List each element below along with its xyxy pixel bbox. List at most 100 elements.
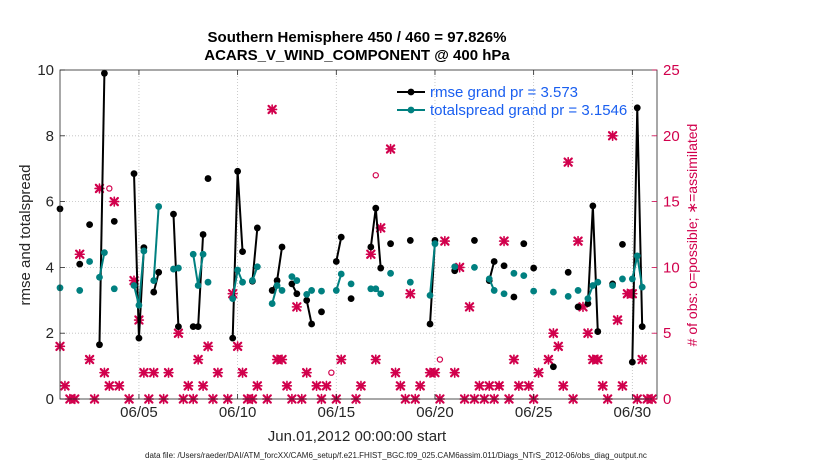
x-tick-label: 06/20: [416, 404, 454, 421]
rmse-point: [303, 296, 311, 304]
rmse-point: [633, 104, 641, 112]
y-tick-label-left: 10: [37, 62, 54, 79]
totalspread-point: [387, 269, 394, 277]
obs-assimilated-marker: [365, 249, 377, 260]
legend-swatch-marker: [407, 88, 415, 96]
x-tick-label: 06/05: [120, 404, 158, 421]
obs-assimilated-marker: [405, 288, 416, 299]
obs-assimilated-marker: [109, 196, 120, 207]
y-tick-label-right: 20: [663, 128, 680, 145]
obs-possible-marker: [328, 369, 335, 376]
rmse-point: [426, 320, 434, 328]
y-tick-label-left: 6: [46, 194, 54, 211]
rmse-point: [367, 243, 375, 251]
rmse-point: [229, 334, 237, 342]
rmse-point: [387, 240, 394, 248]
obs-assimilated-marker: [138, 367, 150, 378]
totalspread-point: [234, 266, 242, 274]
totalspread-point: [155, 203, 163, 210]
obs-assimilated-marker: [484, 380, 495, 392]
totalspread-point: [199, 250, 207, 258]
rmse-point: [278, 243, 286, 251]
rmse-point: [471, 237, 478, 244]
obs-assimilated-marker: [592, 354, 603, 365]
rmse-point: [150, 288, 158, 296]
rmse-point: [584, 300, 592, 307]
totalspread-point: [332, 287, 340, 294]
obs-assimilated-marker: [192, 354, 204, 365]
obs-assimilated-marker: [197, 380, 209, 392]
rmse-point: [332, 258, 340, 265]
rmse-point: [530, 264, 538, 272]
x-tick-label: 06/15: [318, 404, 356, 421]
obs-assimilated-marker: [202, 341, 214, 352]
totalspread-point: [140, 247, 148, 255]
obs-assimilated-marker: [311, 380, 322, 392]
data-file-footer: data file: /Users/raeder/DAI/ATM_forcXX/…: [145, 451, 647, 460]
obs-assimilated-marker: [498, 235, 510, 247]
totalspread-point: [372, 285, 380, 293]
chart-title-line-1: Southern Hemisphere 450 / 460 = 97.826%: [208, 29, 507, 46]
totalspread-point: [377, 290, 385, 298]
rmse-point: [175, 323, 182, 331]
totalspread-point: [406, 278, 414, 286]
chart-title-line-2: ACARS_V_WIND_COMPONENT @ 400 hPa: [204, 47, 510, 64]
obs-assimilated-marker: [99, 367, 110, 378]
rmse-point: [589, 202, 597, 210]
rmse-point: [273, 277, 281, 284]
totalspread-point: [638, 283, 646, 291]
totalspread-point: [520, 272, 528, 280]
obs-assimilated-marker: [173, 328, 184, 339]
rmse-point: [574, 303, 582, 311]
rmse-point: [308, 320, 316, 328]
rmse-point: [564, 268, 572, 276]
rmse-point: [520, 240, 528, 248]
obs-assimilated-marker: [104, 380, 115, 392]
rmse-point: [130, 170, 138, 178]
obs-assimilated-marker: [276, 354, 288, 365]
totalspread-point: [500, 290, 508, 298]
rmse-line: [133, 173, 145, 339]
y-axis-label-left: rmse and totalspread: [17, 165, 34, 306]
obs-assimilated-marker: [562, 156, 574, 168]
rmse-point: [619, 240, 626, 248]
rmse-point: [337, 233, 345, 241]
totalspread-point: [278, 287, 286, 294]
rmse-point: [638, 323, 646, 331]
totalspread-line: [429, 243, 436, 296]
rmse-point: [86, 221, 94, 229]
totalspread-point: [249, 277, 256, 284]
totalspread-point: [268, 300, 276, 307]
totalspread-point: [426, 291, 434, 299]
totalspread-point: [239, 278, 246, 286]
obs-assimilated-marker: [370, 354, 381, 365]
obs-assimilated-marker: [237, 367, 248, 378]
rmse-line: [335, 236, 343, 262]
totalspread-point: [549, 288, 557, 296]
legend-swatch-marker: [407, 106, 415, 114]
rmse-point: [288, 280, 296, 288]
totalspread-point: [619, 275, 626, 283]
rmse-point: [594, 328, 602, 335]
obs-assimilated-marker: [252, 380, 263, 392]
obs-possible-marker: [106, 185, 113, 192]
totalspread-point: [288, 273, 296, 281]
obs-assimilated-marker: [617, 380, 628, 392]
totalspread-point: [431, 240, 439, 248]
obs-possible-marker: [436, 356, 444, 363]
rmse-point: [510, 293, 518, 301]
y-tick-label-right: 10: [663, 259, 680, 276]
totalspread-point: [471, 264, 478, 271]
rmse-point: [155, 268, 163, 276]
obs-assimilated-marker: [627, 288, 638, 299]
y-tick-label-right: 15: [663, 194, 680, 211]
rmse-line: [369, 208, 382, 269]
totalspread-point: [229, 295, 237, 303]
obs-assimilated-marker: [336, 354, 347, 365]
rmse-point: [253, 224, 261, 232]
y-tick-label-left: 2: [46, 325, 54, 342]
x-tick-label: 06/25: [515, 404, 553, 421]
rmse-point: [293, 290, 301, 298]
totalspread-point: [293, 277, 301, 284]
rmse-point: [101, 69, 108, 77]
